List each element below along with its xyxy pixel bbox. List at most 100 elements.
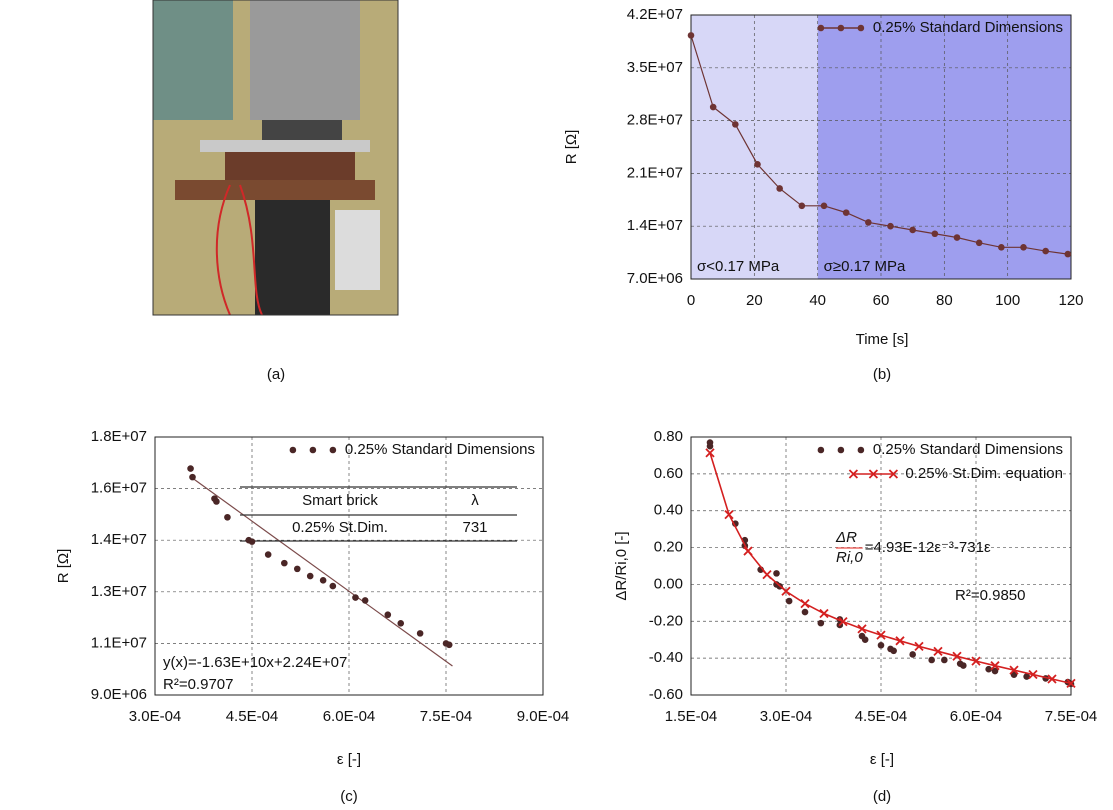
marker bbox=[224, 513, 231, 521]
marker bbox=[941, 656, 948, 664]
x-tick-label: 6.0E-04 bbox=[323, 708, 376, 725]
legend-marker bbox=[817, 24, 825, 32]
marker-x bbox=[971, 656, 981, 666]
y-tick-label: 4.2E+07 bbox=[627, 6, 683, 23]
y-tick-label: 0.80 bbox=[654, 428, 683, 445]
legend-marker bbox=[837, 446, 845, 454]
marker-x bbox=[781, 586, 791, 596]
marker-x bbox=[1009, 665, 1019, 675]
marker-x bbox=[857, 624, 867, 634]
legend-label: 0.25% St.Dim. equation bbox=[905, 465, 1063, 482]
marker-x bbox=[1047, 674, 1057, 684]
y-tick-label: -0.20 bbox=[649, 612, 683, 629]
marker bbox=[293, 565, 301, 573]
x-tick-label: 80 bbox=[936, 292, 953, 309]
legend-marker bbox=[857, 446, 865, 454]
marker bbox=[754, 161, 761, 168]
marker bbox=[248, 538, 256, 545]
marker bbox=[953, 234, 961, 241]
x-tick-label: 3.0E-04 bbox=[760, 708, 813, 725]
y-tick-label: 1.4E+07 bbox=[627, 217, 683, 234]
region-label: σ≥0.17 MPa bbox=[824, 258, 906, 275]
y-tick-label: 1.8E+07 bbox=[91, 428, 147, 445]
x-tick-label: 120 bbox=[1058, 292, 1083, 309]
caption: (a) bbox=[267, 366, 285, 383]
marker bbox=[887, 222, 894, 230]
marker bbox=[319, 577, 327, 584]
photo-frame bbox=[152, 0, 399, 316]
marker bbox=[264, 551, 272, 558]
marker bbox=[445, 641, 453, 649]
x-tick-label: 9.0E-04 bbox=[517, 708, 570, 725]
caption: (d) bbox=[873, 788, 891, 805]
photo-bottle bbox=[335, 210, 380, 290]
marker bbox=[281, 559, 288, 567]
legend-marker bbox=[309, 446, 317, 454]
y-tick-label: 9.0E+06 bbox=[91, 686, 147, 703]
marker bbox=[931, 230, 939, 238]
marker bbox=[975, 239, 983, 247]
marker-x bbox=[990, 661, 1000, 671]
marker bbox=[1064, 250, 1072, 258]
x-tick-label: 7.5E-04 bbox=[420, 708, 473, 725]
legend-marker bbox=[848, 469, 859, 479]
marker bbox=[709, 103, 717, 111]
x-tick-label: 60 bbox=[873, 292, 890, 309]
marker bbox=[865, 219, 872, 226]
y-tick-label: 0.20 bbox=[654, 539, 683, 556]
x-tick-label: 6.0E-04 bbox=[950, 708, 1003, 725]
fit-r2: R²=0.9707 bbox=[163, 676, 233, 693]
photo-wire bbox=[215, 184, 263, 316]
marker-x bbox=[762, 570, 772, 580]
annotation-numerator: ΔR bbox=[835, 529, 857, 546]
x-tick-label: 20 bbox=[746, 292, 763, 309]
marker bbox=[213, 498, 220, 505]
table-cell: 731 bbox=[462, 519, 487, 536]
marker bbox=[776, 185, 783, 192]
marker bbox=[384, 611, 392, 619]
marker-x bbox=[819, 608, 829, 619]
legend-marker bbox=[857, 24, 865, 32]
fit-equation: y(x)=-1.63E+10x+2.24E+07 bbox=[163, 654, 347, 671]
marker bbox=[861, 636, 869, 644]
plot-frame bbox=[690, 14, 1072, 280]
legend-marker bbox=[888, 469, 899, 479]
y-tick-label: 3.5E+07 bbox=[627, 59, 683, 76]
marker-x bbox=[800, 598, 810, 609]
marker bbox=[189, 473, 196, 481]
marker-x bbox=[724, 509, 734, 520]
table-cell: 0.25% St.Dim. bbox=[292, 519, 388, 536]
photo-platen bbox=[262, 120, 342, 140]
y-tick-label: -0.40 bbox=[649, 649, 683, 666]
marker bbox=[397, 620, 405, 627]
y-tick-label: 0.40 bbox=[654, 502, 683, 519]
y-tick-label: 2.1E+07 bbox=[627, 164, 683, 181]
marker-x bbox=[952, 651, 962, 661]
y-axis-label: R [Ω] bbox=[563, 130, 580, 165]
marker bbox=[785, 597, 793, 605]
marker bbox=[773, 570, 780, 577]
marker bbox=[187, 465, 194, 472]
marker bbox=[732, 121, 739, 128]
x-tick-label: 4.5E-04 bbox=[855, 708, 908, 725]
marker-x bbox=[933, 646, 943, 656]
y-tick-label: 7.0E+06 bbox=[627, 270, 683, 287]
legend-marker bbox=[817, 446, 825, 454]
marker bbox=[352, 594, 359, 601]
y-tick-label: 0.00 bbox=[654, 575, 683, 592]
marker bbox=[1020, 244, 1027, 251]
fit-line bbox=[190, 476, 453, 667]
marker bbox=[706, 442, 714, 450]
x-tick-label: 1.5E-04 bbox=[665, 708, 718, 725]
legend-marker bbox=[868, 469, 879, 479]
marker bbox=[877, 641, 885, 649]
x-tick-label: 7.5E-04 bbox=[1045, 708, 1098, 725]
y-tick-label: 2.8E+07 bbox=[627, 112, 683, 129]
table-header: Smart brick bbox=[302, 492, 378, 509]
marker bbox=[1010, 671, 1018, 679]
x-tick-label: 100 bbox=[995, 292, 1020, 309]
annotation-equation: =4.93E-12ε⁻³-731ε bbox=[865, 539, 991, 556]
marker bbox=[909, 651, 916, 658]
